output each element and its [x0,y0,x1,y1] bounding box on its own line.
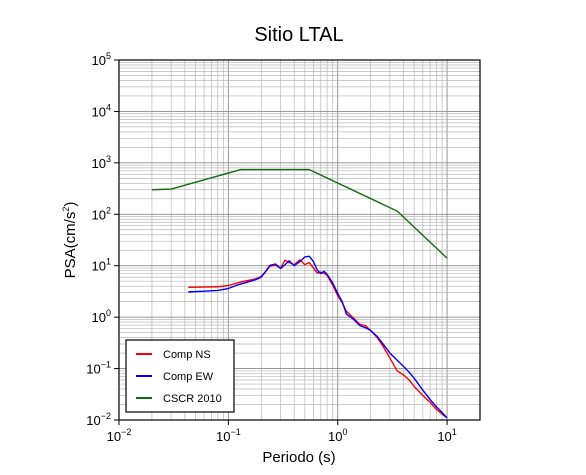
y-tick-exp: −2 [101,411,111,421]
x-axis-ticks: 10−2 10−1 100 101 [107,420,457,444]
x-tick-label: 10−2 [107,427,132,444]
y-tick-base: 10 [92,53,106,68]
x-tick-base: 10 [216,429,230,444]
x-axis-label: Periodo (s) [262,449,335,466]
y-tick-exp: 4 [106,102,111,112]
y-tick-label: 10−1 [86,360,111,377]
x-tick-base: 10 [328,429,342,444]
y-tick-label: 105 [92,51,111,68]
x-tick-label: 101 [437,427,456,444]
y-tick-exp: 2 [106,205,111,215]
chart-title: Sitio LTAL [254,24,343,46]
x-tick-label: 10−1 [216,427,241,444]
y-tick-label: 100 [92,308,111,325]
legend: Comp NS Comp EW CSCR 2010 [125,339,235,413]
x-tick-label: 100 [328,427,347,444]
y-tick-exp: 5 [106,51,111,61]
y-tick-base: 10 [92,104,106,119]
y-tick-base: 10 [92,207,106,222]
legend-label-ns: Comp NS [163,349,211,361]
y-axis-label-base: PSA(cm/s [62,212,79,279]
y-tick-exp: −1 [101,360,111,370]
x-tick-exp: −2 [121,427,131,437]
y-tick-base: 10 [92,259,106,274]
y-axis-label-tail: ) [62,202,79,207]
x-tick-exp: 1 [452,427,457,437]
legend-label-ew: Comp EW [163,371,214,383]
y-tick-base: 10 [92,156,106,171]
y-axis-label: PSA(cm/s2) [61,202,79,279]
y-tick-label: 10−2 [86,411,111,428]
y-tick-label: 102 [92,205,111,222]
y-tick-exp: 1 [106,257,111,267]
plot-area [151,168,448,419]
grid [118,59,481,421]
y-axis-label-exponent: 2 [61,207,71,212]
y-tick-base: 10 [86,413,100,428]
y-tick-label: 103 [92,154,111,171]
y-tick-base: 10 [92,310,106,325]
x-tick-exp: −1 [230,427,240,437]
y-tick-label: 104 [92,102,111,119]
y-tick-exp: 3 [106,154,111,164]
plot-frame [118,59,481,421]
y-tick-base: 10 [86,362,100,377]
x-tick-exp: 0 [342,427,347,437]
x-tick-base: 10 [437,429,451,444]
legend-label-cscr: CSCR 2010 [163,393,222,405]
y-tick-exp: 0 [106,308,111,318]
series-line-1 [188,255,448,419]
series-line-2 [151,168,448,259]
x-tick-base: 10 [107,429,121,444]
y-tick-label: 101 [92,257,111,274]
